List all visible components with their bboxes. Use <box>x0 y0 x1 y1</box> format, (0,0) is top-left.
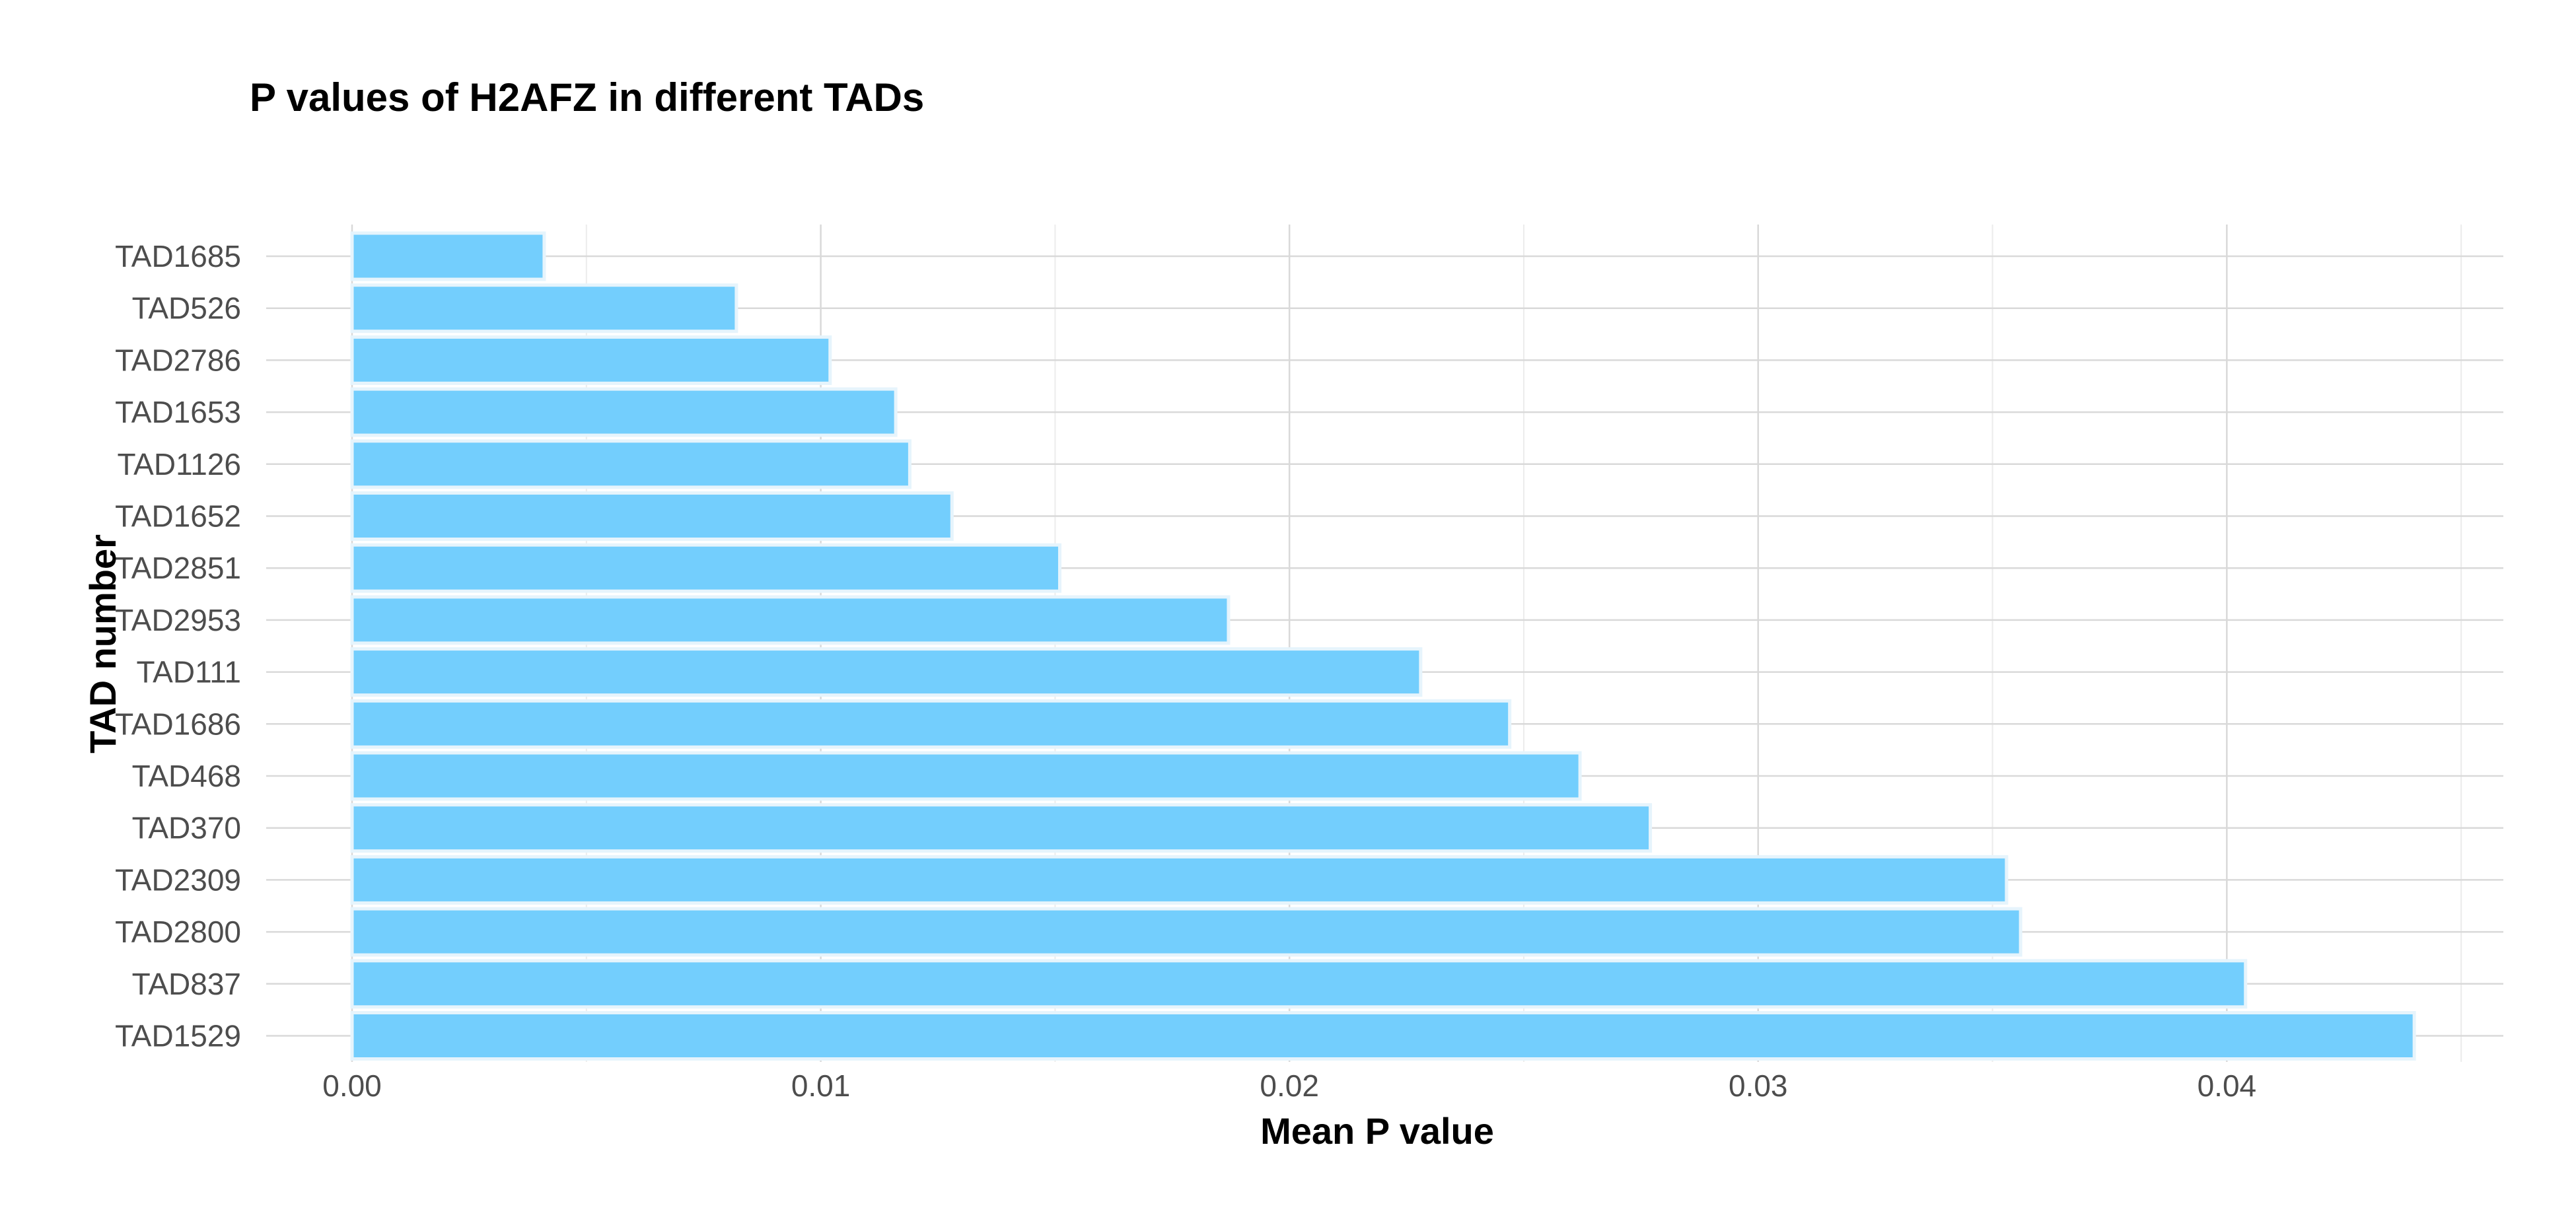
bar-tad1685 <box>350 231 546 281</box>
bar-tad1126 <box>350 439 912 489</box>
bar-tad1686 <box>350 699 1512 749</box>
y-tick-label: TAD468 <box>132 759 241 793</box>
bar-tad2309 <box>350 855 2009 905</box>
y-tick-label: TAD2800 <box>115 915 241 949</box>
bar-tad526 <box>350 283 738 333</box>
y-tick-label: TAD1686 <box>115 707 241 741</box>
bar-tad1652 <box>350 491 954 541</box>
bar-tad2953 <box>350 595 1231 645</box>
bar-tad1529 <box>350 1011 2416 1061</box>
bar-tad111 <box>350 647 1423 697</box>
y-tick-label: TAD1653 <box>115 395 241 429</box>
chart-title: P values of H2AFZ in different TADs <box>250 75 924 120</box>
y-axis-title: TAD number <box>82 534 124 754</box>
y-tick-label: TAD1126 <box>117 447 241 481</box>
y-tick-label: TAD1529 <box>115 1019 241 1053</box>
x-axis-title: Mean P value <box>1260 1110 1494 1152</box>
y-tick-label: TAD2786 <box>115 343 241 377</box>
y-tick-label: TAD526 <box>132 291 241 326</box>
x-tick-label: 0.00 <box>322 1069 382 1103</box>
bar-tad837 <box>350 959 2248 1009</box>
bar-tad370 <box>350 803 1653 853</box>
y-tick-label: TAD1685 <box>115 239 241 273</box>
x-tick-label: 0.02 <box>1260 1069 1319 1103</box>
x-tick-label: 0.04 <box>2198 1069 2257 1103</box>
bar-tad2786 <box>350 335 832 385</box>
y-tick-label: TAD837 <box>132 967 241 1001</box>
x-tick-labels: 0.00 0.01 0.02 0.03 0.04 <box>322 1069 2256 1103</box>
x-tick-label: 0.03 <box>1729 1069 1788 1103</box>
bars <box>350 231 2416 1061</box>
bar-tad468 <box>350 751 1582 801</box>
x-tick-label: 0.01 <box>791 1069 851 1103</box>
bar-tad2851 <box>350 543 1061 593</box>
y-tick-label: TAD111 <box>136 655 241 689</box>
y-tick-label: TAD2953 <box>115 603 241 637</box>
bar-tad1653 <box>350 387 898 437</box>
y-tick-label: TAD370 <box>132 811 241 845</box>
y-tick-label: TAD2309 <box>115 862 241 897</box>
y-tick-labels: TAD1685 TAD526 TAD2786 TAD1653 TAD1126 TAD165… <box>115 239 241 1053</box>
y-tick-label: TAD1652 <box>115 499 241 534</box>
y-tick-label: TAD2851 <box>115 551 241 585</box>
bar-tad2800 <box>350 907 2022 957</box>
